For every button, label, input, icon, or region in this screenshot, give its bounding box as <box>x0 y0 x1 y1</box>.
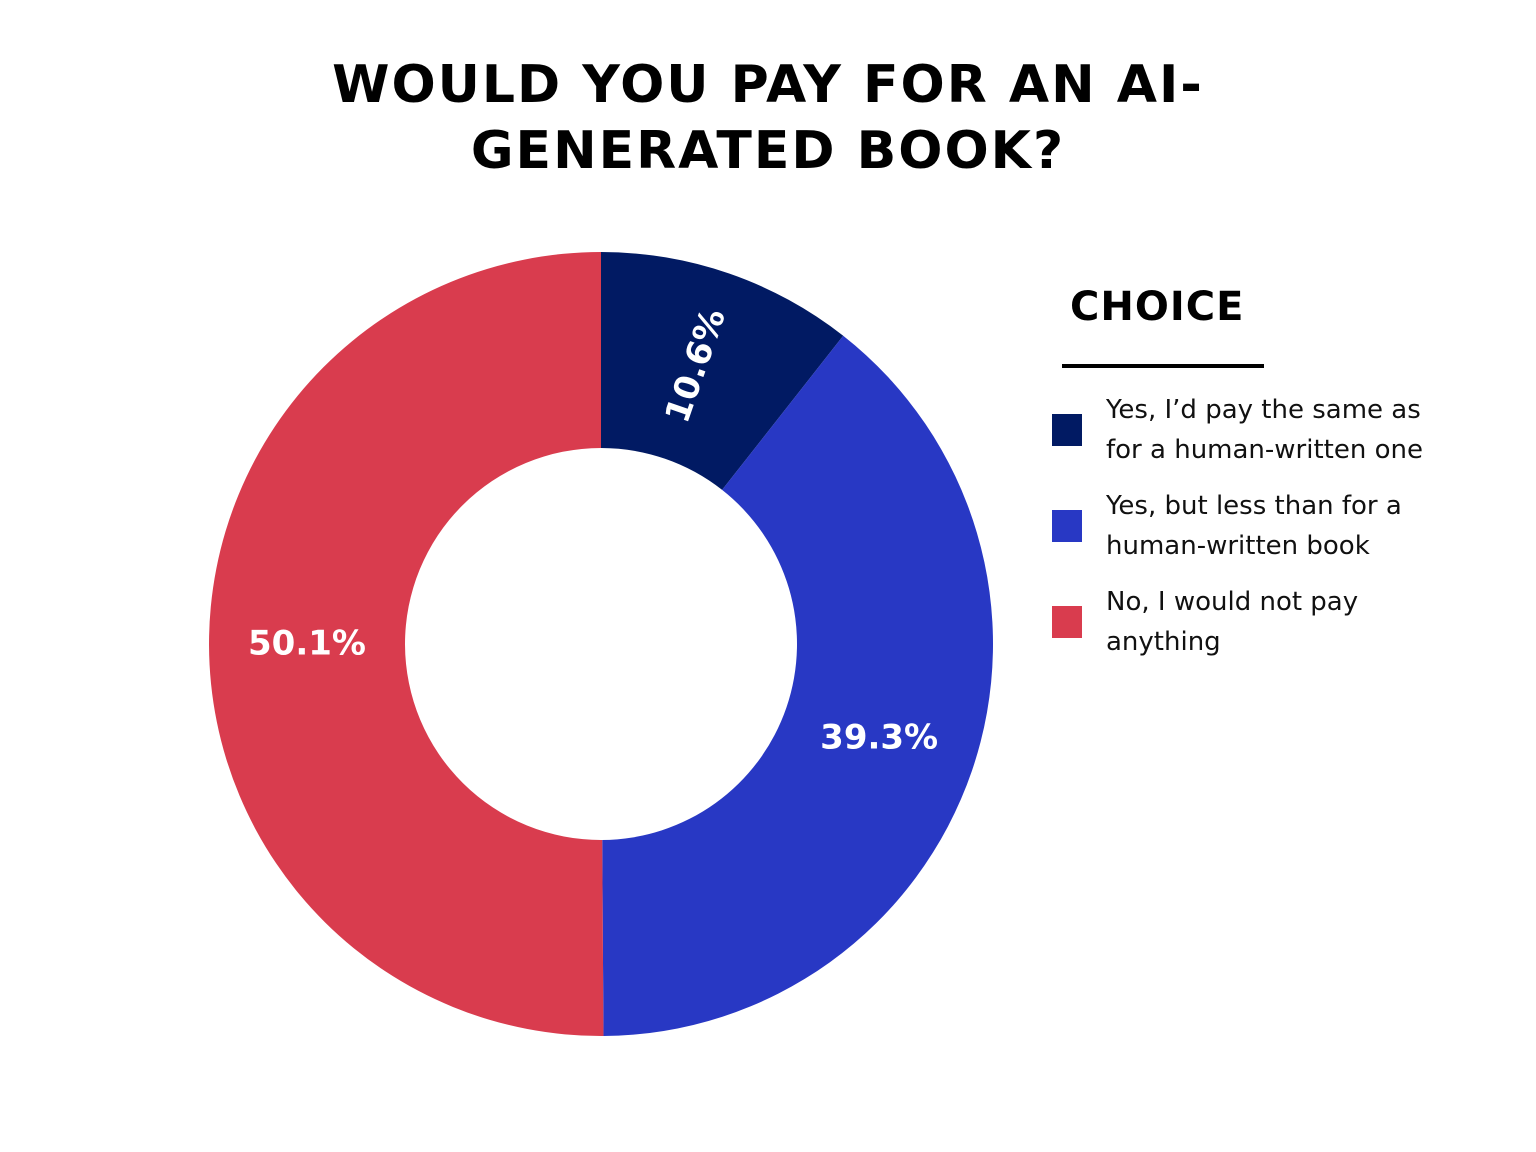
slice-label: 50.1% <box>248 623 366 663</box>
legend-swatch <box>1052 510 1082 542</box>
legend-label: No, I would not pay anything <box>1106 587 1359 657</box>
legend: CHOICE Yes, I’d pay the same as for a hu… <box>1052 284 1452 678</box>
slice <box>209 252 604 1036</box>
chart-title: WOULD YOU PAY FOR AN AI-GENERATED BOOK? <box>332 55 1204 181</box>
legend-item: Yes, but less than for a human-written b… <box>1052 486 1452 566</box>
legend-item: No, I would not pay anything <box>1052 582 1452 662</box>
legend-swatch <box>1052 414 1082 446</box>
slice <box>602 335 994 1036</box>
legend-rule <box>1062 364 1264 368</box>
legend-label: Yes, but less than for a human-written b… <box>1106 491 1402 561</box>
slice-label: 39.3% <box>820 718 938 758</box>
legend-swatch <box>1052 606 1082 638</box>
legend-label: Yes, I’d pay the same as for a human-wri… <box>1106 395 1423 465</box>
legend-item: Yes, I’d pay the same as for a human-wri… <box>1052 390 1452 470</box>
legend-title: CHOICE <box>1070 284 1245 330</box>
slice <box>601 252 844 490</box>
